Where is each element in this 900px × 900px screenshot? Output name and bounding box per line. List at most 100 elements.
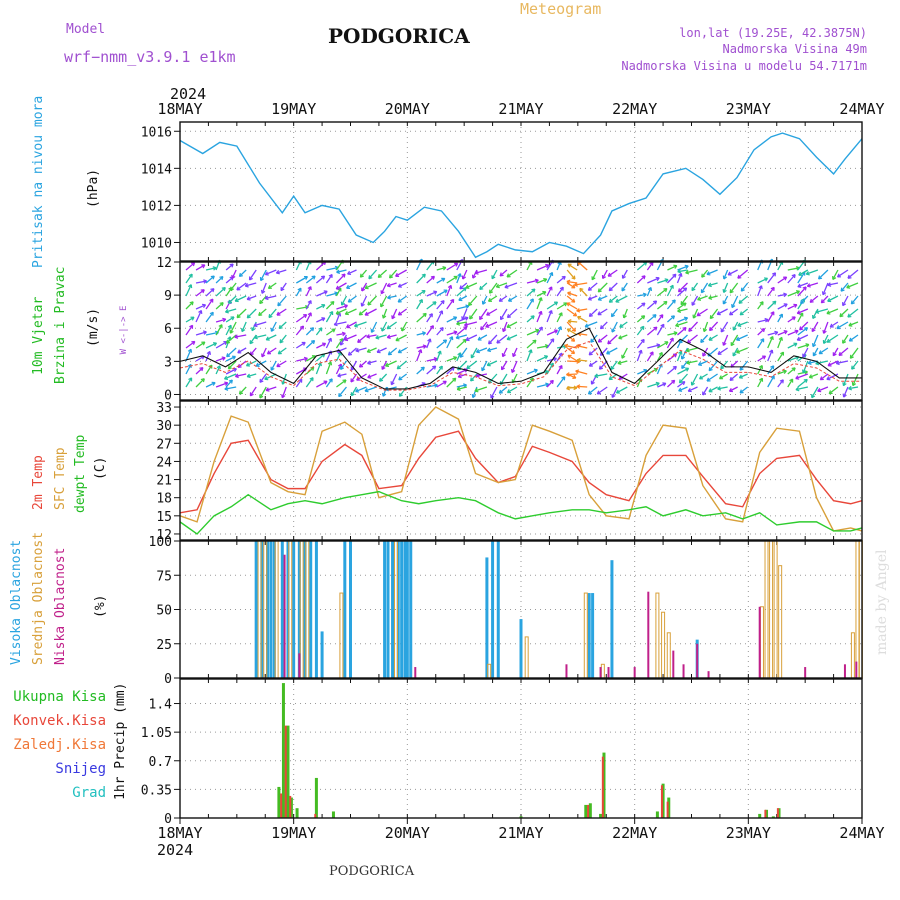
wind-arrow-head — [188, 284, 192, 288]
wind-arrow — [577, 316, 588, 323]
cloud_mid-bar — [305, 540, 310, 679]
wind-arrow — [249, 386, 257, 397]
wind-arrow-head — [591, 277, 596, 281]
wind-arrow-head — [638, 349, 642, 353]
wind-arrow-head — [222, 317, 226, 320]
wind-arrow-head — [359, 365, 364, 368]
wind-arrow — [341, 295, 348, 306]
wind-arrow-head — [246, 376, 251, 379]
wind-arrow-head — [549, 379, 554, 382]
wind-arrow — [339, 334, 348, 346]
y-tick-label: 0 — [164, 812, 172, 827]
wind-arrow-head — [254, 337, 258, 340]
wind-arrow-head — [669, 284, 674, 288]
wind-arrow-head — [465, 304, 470, 307]
cloud_low-bar — [414, 667, 417, 678]
wind-arrow — [826, 308, 839, 315]
wind-arrow — [797, 286, 807, 297]
wind-arrow-head — [367, 376, 372, 379]
wind-arrow — [195, 341, 206, 349]
wind-arrow-head — [533, 368, 538, 371]
wind-arrow-head — [381, 291, 385, 295]
cloud_low-bar — [298, 653, 301, 678]
wind-arrow-head — [532, 339, 537, 342]
wind-arrow — [556, 352, 563, 362]
wind-arrow — [278, 321, 287, 329]
wind-arrow — [277, 295, 287, 307]
wind-arrow — [215, 276, 224, 284]
wind-arrow — [498, 295, 508, 302]
wind-arrow — [546, 286, 553, 297]
wind-arrow — [848, 321, 859, 327]
wind-arrow-head — [259, 301, 264, 305]
wind-arrow — [757, 328, 766, 336]
temperature-frame — [179, 400, 863, 541]
legend-snijeg: Snijeg — [55, 761, 106, 777]
wind-arrow — [336, 269, 347, 273]
wind-arrow-head — [469, 317, 474, 320]
wind-arrow — [646, 314, 657, 323]
wind-arrow — [617, 360, 628, 365]
wind-arrow-head — [818, 277, 823, 280]
wind-arrow — [446, 275, 458, 284]
wind-arrow — [717, 386, 728, 390]
wind-arrow — [727, 269, 738, 276]
wind-arrow — [646, 261, 654, 271]
cloud_low-bar — [599, 667, 602, 678]
wind-arrow — [335, 363, 342, 375]
wind-arrow-head — [422, 331, 426, 334]
cloud_high-bar — [405, 541, 409, 678]
wind-arrow — [416, 299, 423, 310]
wind-arrow-head — [720, 367, 725, 370]
wind-arrow-head — [422, 344, 427, 347]
wind-arrow-head — [771, 272, 776, 275]
wind-arrow — [546, 272, 553, 284]
wind-arrow-head — [769, 349, 773, 353]
wind-arrow — [228, 295, 237, 304]
wind-arrow — [797, 343, 810, 349]
wind-arrow — [260, 269, 267, 281]
wind-arrow-head — [481, 368, 486, 372]
wind-arrow — [594, 373, 608, 377]
wind-arrow-head — [717, 388, 722, 391]
wind-arrow-head — [738, 302, 743, 304]
year-top: 2024 — [170, 85, 206, 103]
wind-arrow — [787, 267, 800, 271]
wind-arrow — [326, 328, 336, 336]
wind-arrow — [229, 321, 237, 334]
wind-arrow-head — [360, 275, 364, 278]
lonlat-label: lon,lat (19.25E, 42.3875N) — [679, 26, 867, 40]
wind-arrow — [502, 347, 508, 357]
wind-arrow-head — [800, 298, 805, 301]
wind-arrow-head — [640, 338, 645, 342]
wind-arrow-head — [759, 377, 763, 381]
wind-arrow-head — [797, 286, 802, 288]
wind-arrow-head — [566, 387, 571, 391]
wind-arrow — [224, 386, 237, 390]
wind-arrow — [446, 285, 452, 297]
wind-arrow-head — [598, 290, 602, 293]
wind-arrow — [386, 321, 398, 330]
wind-arrow-head — [566, 281, 570, 285]
wind-arrow-head — [800, 302, 805, 305]
wind-arrow — [239, 386, 247, 395]
wind-arrow — [436, 339, 447, 349]
wind-arrow — [566, 321, 576, 332]
wind-arrow — [706, 269, 718, 275]
wind-arrow — [767, 300, 777, 310]
wind-arrow — [767, 287, 775, 297]
wind-arrow-head — [548, 286, 552, 290]
wind-arrow — [195, 289, 205, 297]
wind-arrow — [377, 269, 388, 278]
wind-arrow — [798, 269, 809, 276]
wind-arrow — [574, 282, 588, 286]
wind-arrow — [797, 282, 809, 288]
wind-arrow — [806, 269, 819, 275]
wind-arrow — [334, 321, 347, 326]
wind-arrow — [446, 299, 455, 310]
wind-arrow — [608, 282, 618, 292]
wind-arrow-head — [479, 317, 484, 321]
wind-arrow — [566, 373, 578, 376]
wind-arrow — [588, 347, 598, 356]
wind-arrow — [566, 328, 578, 336]
